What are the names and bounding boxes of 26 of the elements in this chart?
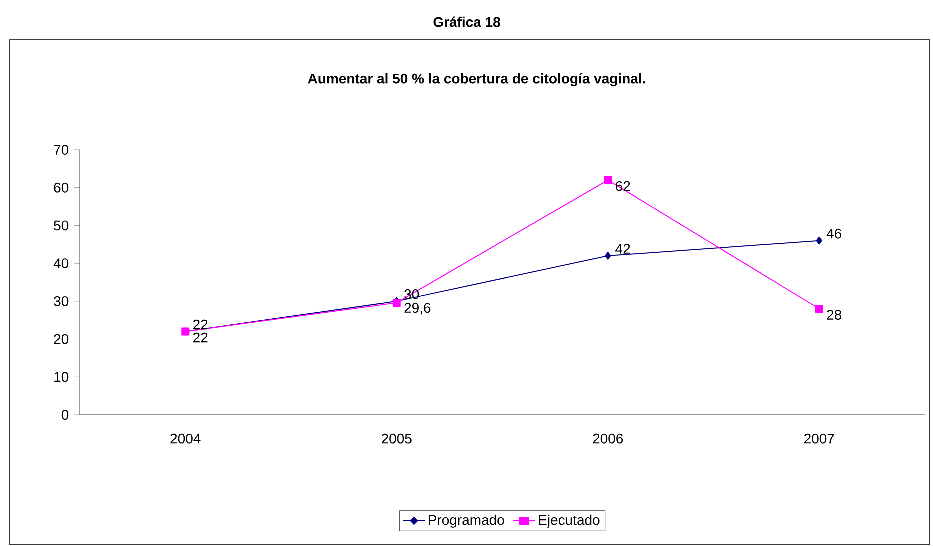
- y-tick-label: 30: [54, 296, 69, 306]
- point: [605, 252, 612, 260]
- chart-subtitle: Aumentar al 50 % la cobertura de citología vaginal.: [308, 73, 646, 87]
- y-tick-label: 10: [54, 372, 69, 382]
- data-label: 28: [827, 310, 842, 320]
- chart-title: Gráfica 18: [434, 16, 500, 28]
- y-tick-label: 50: [54, 220, 69, 231]
- x-tick-label: 2004: [170, 434, 201, 444]
- data-label: 46: [826, 228, 842, 239]
- y-tick-label: 40: [54, 258, 69, 269]
- x-tick-label: 2007: [804, 434, 834, 444]
- legend-label: Programado: [428, 514, 504, 528]
- y-tick-label: 60: [54, 182, 69, 193]
- data-label: 22: [194, 320, 208, 330]
- point: [815, 304, 824, 313]
- point: [604, 176, 612, 184]
- y-tick-label: 70: [54, 145, 69, 155]
- data-label: 42: [616, 244, 630, 254]
- data-label: 22: [194, 332, 208, 343]
- x-tick-label: 2006: [593, 434, 624, 444]
- y-tick-label: 20: [54, 334, 69, 344]
- point: [816, 236, 823, 245]
- x-tick-label: 2005: [382, 434, 412, 444]
- data-label: 29,6: [404, 303, 431, 315]
- y-tick-label: 0: [62, 410, 69, 420]
- legend-label: Ejecutado: [539, 514, 600, 528]
